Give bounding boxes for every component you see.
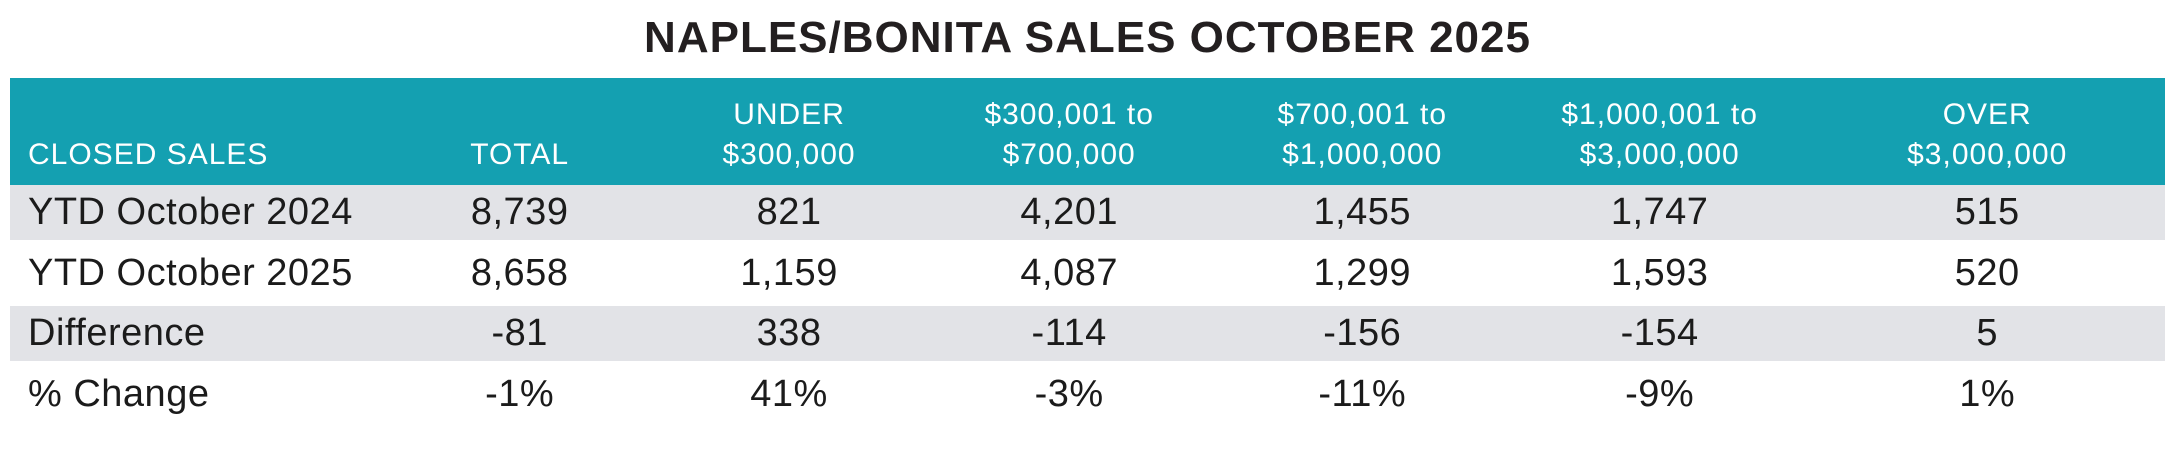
header-cell-over-3m: OVER $3,000,000 [1809,78,2165,185]
header-line-bottom: $3,000,000 [1579,138,1740,171]
cell-value: 1,593 [1509,240,1810,306]
cell-value: -81 [384,306,655,361]
row-label: YTD October 2024 [10,185,385,240]
header-line-bottom: $700,000 [1002,138,1136,171]
table-header-row: CLOSED SALES TOTAL UNDER $300,000 $300,0… [10,78,2165,185]
row-label: YTD October 2025 [10,240,385,306]
cell-value: -3% [923,361,1215,427]
header-line-top: UNDER [733,98,845,131]
row-label: Difference [10,306,385,361]
cell-value: -156 [1214,306,1510,361]
cell-value: 41% [654,361,924,427]
cell-value: 4,201 [923,185,1215,240]
cell-value: -114 [923,306,1215,361]
cell-value: 1% [1809,361,2165,427]
table-row-ytd-2025: YTD October 2025 8,658 1,159 4,087 1,299… [10,240,2165,306]
closed-sales-table: CLOSED SALES TOTAL UNDER $300,000 $300,0… [10,78,2165,427]
header-line-bottom: TOTAL [470,138,570,171]
cell-value: -9% [1509,361,1810,427]
header-line-top: $1,000,001 to [1561,98,1758,131]
header-cell-total: TOTAL [384,78,655,185]
header-line-top: $700,001 to [1277,98,1447,131]
cell-value: 5 [1809,306,2165,361]
cell-value: -154 [1509,306,1810,361]
cell-value: 8,739 [384,185,655,240]
header-line-top: $300,001 to [984,98,1154,131]
header-line-bottom: CLOSED SALES [28,138,269,171]
cell-value: 4,087 [923,240,1215,306]
cell-value: 1,455 [1214,185,1510,240]
cell-value: 520 [1809,240,2165,306]
row-label: % Change [10,361,385,427]
cell-value: 338 [654,306,924,361]
header-cell-300k-to-700k: $300,001 to $700,000 [923,78,1215,185]
cell-value: 1,747 [1509,185,1810,240]
header-line-bottom: $3,000,000 [1907,138,2068,171]
cell-value: 1,299 [1214,240,1510,306]
cell-value: -1% [384,361,655,427]
cell-value: 1,159 [654,240,924,306]
cell-value: -11% [1214,361,1510,427]
header-cell-700k-to-1m: $700,001 to $1,000,000 [1214,78,1510,185]
header-line-bottom: $1,000,000 [1282,138,1443,171]
header-line-top: OVER [1942,98,2032,131]
table-row-pct-change: % Change -1% 41% -3% -11% -9% 1% [10,361,2165,427]
table-row-ytd-2024: YTD October 2024 8,739 821 4,201 1,455 1… [10,185,2165,240]
header-line-bottom: $300,000 [722,138,856,171]
cell-value: 821 [654,185,924,240]
header-cell-closed-sales: CLOSED SALES [10,78,385,185]
cell-value: 8,658 [384,240,655,306]
cell-value: 515 [1809,185,2165,240]
page-title: NAPLES/BONITA SALES OCTOBER 2025 [644,13,1531,62]
table-row-difference: Difference -81 338 -114 -156 -154 5 [10,306,2165,361]
header-cell-1m-to-3m: $1,000,001 to $3,000,000 [1509,78,1810,185]
header-cell-under-300k: UNDER $300,000 [654,78,924,185]
